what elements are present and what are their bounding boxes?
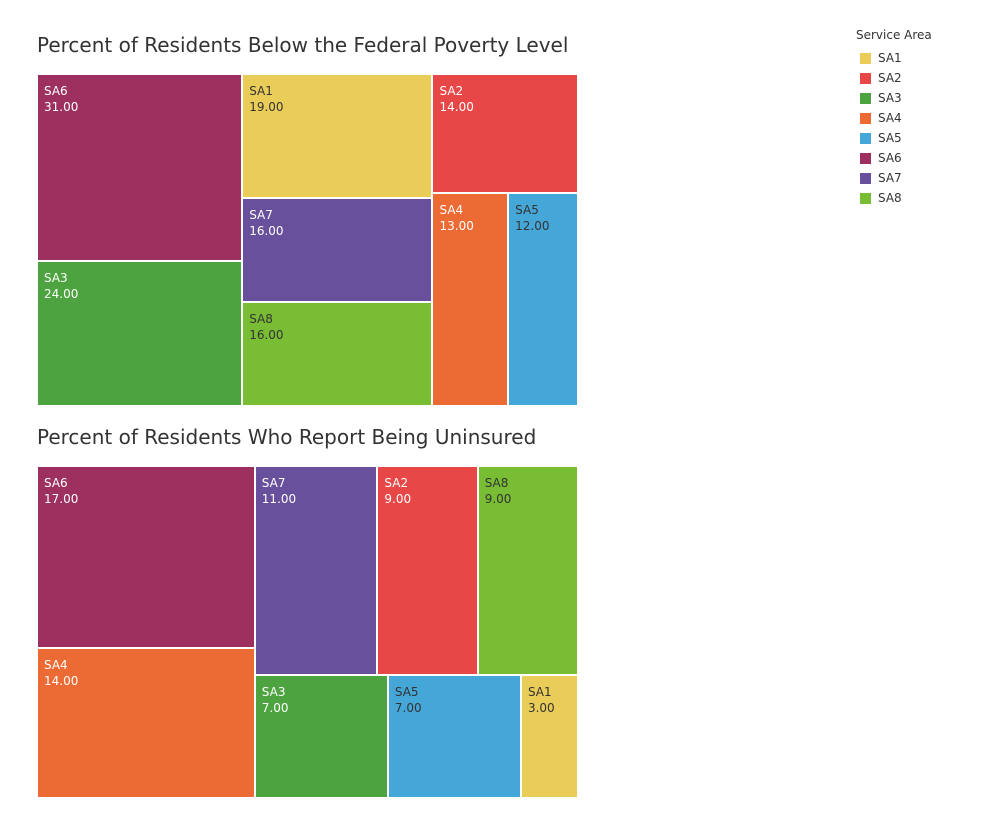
legend-item-sa4[interactable]: SA4 [856, 108, 932, 128]
tile-label: SA7 [249, 207, 273, 222]
legend-label: SA5 [878, 131, 902, 145]
legend-item-sa3[interactable]: SA3 [856, 88, 932, 108]
tile-value: 14.00 [439, 100, 474, 114]
tile-label: SA1 [527, 685, 552, 700]
legend-label: SA3 [878, 91, 902, 105]
legend-label: SA4 [878, 111, 902, 125]
legend-item-sa1[interactable]: SA1 [856, 48, 932, 68]
treemap-tile-sa5[interactable]: SA5 7.00 [387, 675, 521, 798]
tile-value: 19.00 [249, 100, 284, 114]
legend-swatch [860, 192, 871, 204]
tile-label: SA4 [44, 658, 68, 673]
legend-swatch [860, 92, 871, 104]
tile-value: 12.00 [515, 219, 550, 234]
treemap-tile-sa4[interactable]: SA4 13.00 [432, 193, 509, 406]
treemap-tile-sa6[interactable]: SA6 17.00 [37, 466, 255, 649]
legend-swatch [860, 152, 871, 164]
tile-value: 3.00 [527, 701, 555, 716]
tile-value: 7.00 [394, 701, 422, 716]
tile-label: SA2 [384, 476, 409, 490]
tile-label: SA4 [439, 203, 464, 218]
legend-swatch [860, 52, 871, 64]
tile-label: SA8 [484, 476, 509, 490]
legend-items: SA1 SA2 SA3 SA4 SA5 SA6 SA7 SA8 [856, 48, 932, 208]
tile-value: 13.00 [439, 219, 474, 234]
tile-value: 7.00 [261, 701, 289, 716]
treemap-tile-sa1[interactable]: SA1 19.00 [242, 74, 433, 198]
treemap-tile-sa7[interactable]: SA7 16.00 [242, 197, 433, 302]
tile-label: SA2 [439, 84, 464, 98]
legend-swatch [860, 172, 871, 184]
uninsured-chart-title: Percent of Residents Who Report Being Un… [37, 425, 537, 449]
legend-item-sa6[interactable]: SA6 [856, 148, 932, 168]
poverty-chart-title: Percent of Residents Below the Federal P… [37, 33, 569, 57]
treemap-tile-sa5[interactable]: SA5 12.00 [508, 193, 578, 406]
tile-value: 9.00 [384, 492, 412, 506]
service-area-legend: Service Area SA1 SA2 SA3 SA4 SA5 SA6 SA7 SA8 [856, 28, 932, 208]
treemap-tile-sa3[interactable]: SA3 7.00 [254, 675, 388, 798]
legend-item-sa7[interactable]: SA7 [856, 168, 932, 188]
legend-label: SA6 [878, 151, 902, 165]
tile-label: SA7 [261, 476, 286, 490]
treemap-tile-sa4[interactable]: SA4 14.00 [37, 648, 255, 798]
legend-swatch [860, 132, 871, 144]
tile-label: SA8 [249, 311, 273, 326]
poverty-treemap: SA6 31.00 SA3 24.00 SA1 19.00 SA7 16.00 SA8 16.00… [37, 74, 578, 406]
tile-label: SA3 [261, 685, 286, 700]
tile-label: SA6 [44, 84, 68, 98]
tile-value: 16.00 [249, 327, 284, 342]
tile-value: 9.00 [484, 492, 512, 506]
tile-value: 11.00 [261, 492, 297, 506]
legend-label: SA2 [878, 71, 902, 85]
legend-label: SA7 [878, 171, 902, 185]
tile-label: SA6 [44, 476, 68, 490]
tile-label: SA3 [44, 271, 68, 286]
tile-label: SA1 [249, 84, 273, 98]
treemap-tile-sa2[interactable]: SA2 14.00 [432, 74, 578, 194]
treemap-tile-sa8[interactable]: SA8 9.00 [477, 466, 578, 676]
treemap-tile-sa1[interactable]: SA1 3.00 [520, 675, 578, 798]
legend-swatch [860, 72, 871, 84]
uninsured-treemap: SA6 17.00 SA4 14.00 SA7 11.00 SA2 9.00 SA8 9.00 SA… [37, 466, 578, 798]
tile-value: 17.00 [44, 492, 79, 506]
treemap-tile-sa8[interactable]: SA8 16.00 [242, 301, 433, 406]
treemap-tile-sa3[interactable]: SA3 24.00 [37, 261, 243, 406]
tile-value: 24.00 [44, 287, 79, 302]
tile-value: 16.00 [249, 223, 284, 238]
legend-item-sa8[interactable]: SA8 [856, 188, 932, 208]
legend-title: Service Area [856, 28, 932, 42]
treemap-tile-sa2[interactable]: SA2 9.00 [377, 466, 478, 676]
tile-label: SA5 [394, 685, 419, 700]
tile-value: 14.00 [44, 674, 79, 689]
legend-item-sa2[interactable]: SA2 [856, 68, 932, 88]
treemap-tile-sa6[interactable]: SA6 31.00 [37, 74, 243, 262]
tile-value: 31.00 [44, 100, 79, 114]
legend-item-sa5[interactable]: SA5 [856, 128, 932, 148]
tile-label: SA5 [515, 203, 539, 218]
legend-swatch [860, 112, 871, 124]
treemap-tile-sa7[interactable]: SA7 11.00 [254, 466, 378, 676]
legend-label: SA1 [878, 51, 902, 65]
legend-label: SA8 [878, 191, 902, 205]
